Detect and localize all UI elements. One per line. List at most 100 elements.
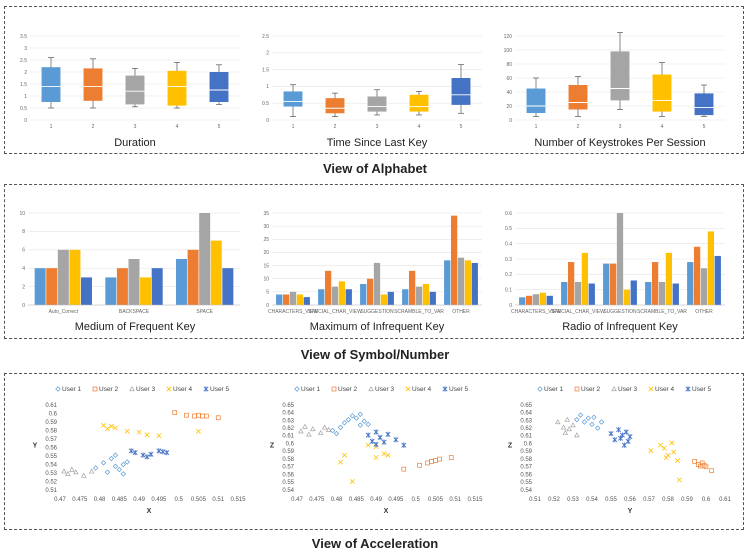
scatter-chart-3-point-shape [608,430,614,437]
bar-chart-2-ytick: 25 [263,237,269,243]
scatter-chart-3-point-shape [574,432,580,438]
scatter-chart-3-point [616,427,622,433]
scatter-chart-1-point [140,452,146,458]
acceleration-panel [4,373,744,530]
bar-chart-2-ytick: 0 [266,303,269,309]
box-chart-3-title: Number of Keystrokes Per Session [534,137,705,149]
bar-chart-3-bar [672,283,679,305]
bar-chart-1-bar [222,268,234,305]
scatter-chart-1-point [144,454,150,460]
scatter-chart-3-point [595,425,601,431]
scatter-chart-2-legend-label: User 5 [449,386,469,393]
bar-chart-2-bar [373,262,381,305]
scatter-chart-3-point [671,449,677,455]
box-chart-1-box [167,70,187,106]
scatter-chart-1-point [65,470,71,476]
scatter-chart-1-legend-marker [203,386,209,392]
scatter-chart-1-point [108,423,114,429]
bar-chart-3-ytick: 0.6 [505,211,512,217]
scatter-chart-3-point-shape [564,416,571,422]
bar-chart-2-ytick: 15 [263,263,269,269]
scatter-chart-1-point [136,429,142,435]
scatter-chart-1-legend-marker-shape [92,386,98,392]
bar-chart-1-ytick: 6 [22,248,25,254]
scatter-chart-2-point-shape [357,411,363,417]
scatter-chart-1-point [69,466,75,472]
scatter-chart-1-point [120,461,126,468]
bar-chart-2-ytick: 20 [263,250,269,256]
scatter-chart-2-point-shape [317,429,324,435]
scatter-chart-3-point-shape [627,434,633,440]
scatter-chart-2-xtick: 0.495 [388,497,404,503]
scatter-chart-1-point-shape [65,470,71,476]
bar-chart-1-bar [140,277,152,305]
scatter-chart-2-point [361,418,367,424]
scatter-chart-2-point-shape [373,429,379,435]
scatter-chart-3-legend-label: User 1 [544,386,564,393]
scatter-chart-3-ytick: 0.57 [520,465,532,471]
scatter-chart-1-ytick: 0.55 [45,454,57,460]
scatter-chart-2-point [373,455,379,461]
scatter-chart-1-point-shape [120,461,126,468]
scatter-chart-2-point [369,438,375,444]
scatter-chart-3-point [577,412,584,418]
box-chart-1-xtick: 1 [50,124,53,130]
scatter-chart-1-xtick: 0.505 [191,497,207,503]
scatter-chart-3-point-shape [663,455,669,461]
scatter-chart-2-ytick: 0.54 [282,488,294,494]
scatter-chart-3-point [661,445,667,451]
scatter-chart-3-legend-label: User 2 [581,386,601,393]
symbol-section-title: View of Symbol/Number [300,347,450,362]
scatter-chart-2-xtick: 0.475 [309,497,325,503]
bar-chart-2-bar [402,289,409,305]
box-chart-1-title: Duration [114,137,156,149]
scatter-chart-2-xtick: 0.51 [449,497,461,503]
scatter-chart-1-ytick: 0.6 [49,411,58,417]
scatter-chart-2-point-shape [365,432,371,438]
bar-chart-2-ytick: 30 [263,224,269,230]
scatter-chart-3-point [564,416,571,422]
box-chart-2-ytick: 2.5 [262,34,269,40]
scatter-chart-3-xtick: 0.6 [702,497,711,503]
scatter-chart-1-ytick: 0.56 [45,445,57,451]
scatter-chart-2-point [337,424,344,431]
scatter-chart-3-point [566,426,572,432]
scatter-chart-2-point-shape [377,434,383,441]
scatter-chart-3-point-shape [560,424,567,430]
scatter-chart-3-point-shape [657,442,663,448]
scatter-chart-3-ytick: 0.63 [520,418,532,424]
scatter-chart-1-point-shape [144,454,150,460]
scatter-chart-3-xtick: 0.51 [529,497,541,503]
scatter-chart-3-legend-marker [537,386,543,392]
bar-chart-3-bar [700,268,708,305]
scatter-chart-3-legend-marker [574,386,580,392]
bar-chart-2-bar [360,283,367,305]
scatter-chart-2-point [310,426,316,432]
bar-chart-1-bar [34,268,46,305]
scatter-chart-3-point [570,422,576,428]
scatter-chart-2-point-shape [373,441,379,448]
scatter-chart-2-point [373,441,379,448]
bar-chart-1-xtick: SPACE [196,309,213,315]
scatter-chart-1-point-shape [200,413,205,419]
box-chart-2-box [325,98,345,114]
scatter-chart-1-point [204,413,209,419]
scatter-chart-3-point [621,442,627,448]
scatter-chart-1-point-shape [136,429,142,435]
scatter-chart-1-point-shape [61,468,67,474]
bar-chart-3-bar [665,252,673,305]
scatter-chart-3-point-shape [619,432,625,438]
scatter-chart-2-point-shape [393,437,399,443]
bar-chart-3-ytick: 0.2 [505,272,512,278]
scatter-chart-2-point-shape [437,456,442,462]
scatter-chart-2-point [349,479,355,484]
scatter-chart-3-point-shape [574,416,580,423]
scatter-chart-2-point-shape [373,455,379,461]
scatter-chart-2-point-shape [341,452,347,458]
scatter-chart-3-xtick: 0.57 [643,497,655,503]
scatter-chart-3-xtick: 0.59 [681,497,693,503]
scatter-chart-2-ytick: 0.59 [282,449,294,455]
scatter-chart-2-point [373,429,379,435]
scatter-chart-1-ytick: 0.52 [45,479,57,485]
scatter-chart-3-ytick: 0.54 [520,488,532,494]
